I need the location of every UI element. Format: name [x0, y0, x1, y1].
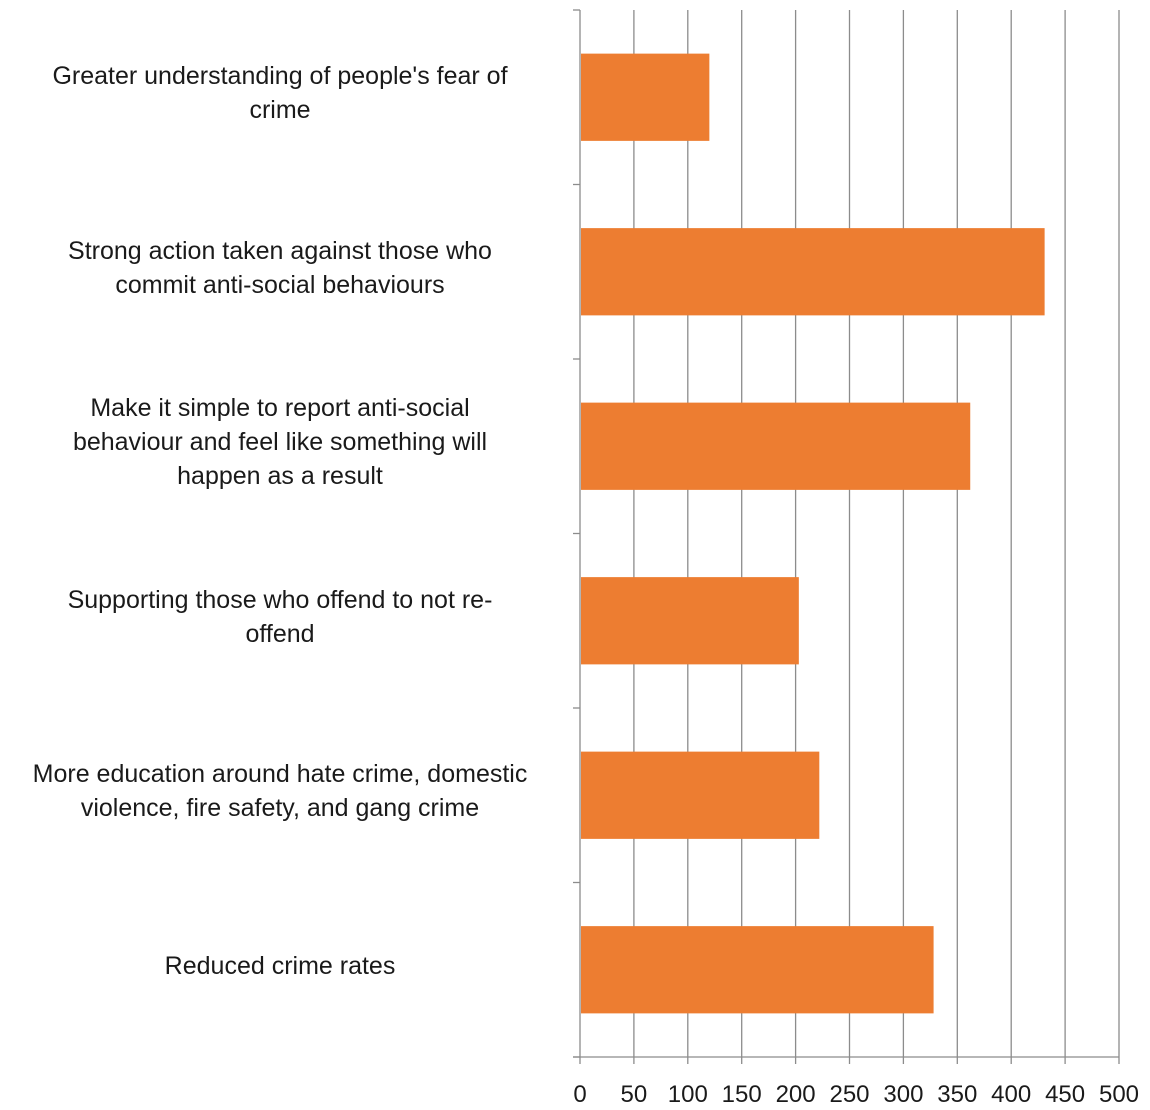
- bar: [581, 751, 820, 839]
- bar: [581, 53, 710, 141]
- category-label: More education around hate crime, domest…: [0, 757, 560, 825]
- bar: [581, 402, 971, 490]
- x-tick-label-250: 250: [829, 1081, 869, 1108]
- axes: [573, 9, 1120, 1064]
- category-label: Make it simple to report anti-social beha…: [0, 391, 560, 493]
- x-tick-label-150: 150: [722, 1081, 762, 1108]
- category-label-line: Strong action taken against those who: [68, 236, 492, 265]
- category-label-line: behaviour and feel like something will: [72, 428, 488, 457]
- x-tick-label-300: 300: [883, 1081, 923, 1108]
- x-tick-label-500: 500: [1099, 1081, 1139, 1108]
- bar: [581, 228, 1045, 316]
- category-label-line: commit anti-social behaviours: [115, 270, 445, 299]
- category-label-line: More education around hate crime, domest…: [32, 760, 528, 789]
- x-tick-label-100: 100: [668, 1081, 708, 1108]
- category-label-line: violence, fire safety, and gang crime: [80, 794, 480, 823]
- x-tick-label-0: 0: [573, 1081, 586, 1108]
- category-label-line: Make it simple to report anti-social: [90, 394, 470, 423]
- gridlines: [633, 10, 1120, 1057]
- category-label: Greater understanding of people's fear o…: [0, 59, 560, 127]
- category-label-line: happen as a result: [177, 462, 383, 491]
- x-tick-label-400: 400: [991, 1081, 1031, 1108]
- bar: [581, 926, 934, 1014]
- category-label-line: Supporting those who offend to not re-: [67, 585, 493, 614]
- category-label: Strong action taken against those who com…: [0, 234, 560, 302]
- bar: [581, 577, 799, 665]
- x-tick-label-450: 450: [1045, 1081, 1085, 1108]
- x-tick-label-350: 350: [937, 1081, 977, 1108]
- category-label: Reduced crime rates: [0, 949, 560, 983]
- category-label-line: offend: [245, 619, 315, 648]
- category-label: Supporting those who offend to not re-of…: [0, 583, 560, 651]
- category-label-line: Greater understanding of people's fear o…: [52, 62, 508, 91]
- x-tick-label-200: 200: [776, 1081, 816, 1108]
- bars: [581, 53, 1045, 1014]
- category-label-line: crime: [249, 96, 311, 125]
- x-tick-labels: 0 50 100 150 200 250 300 350 400 450 500: [573, 1081, 1139, 1108]
- x-tick-label-50: 50: [621, 1081, 648, 1108]
- category-label-line: Reduced crime rates: [164, 951, 396, 980]
